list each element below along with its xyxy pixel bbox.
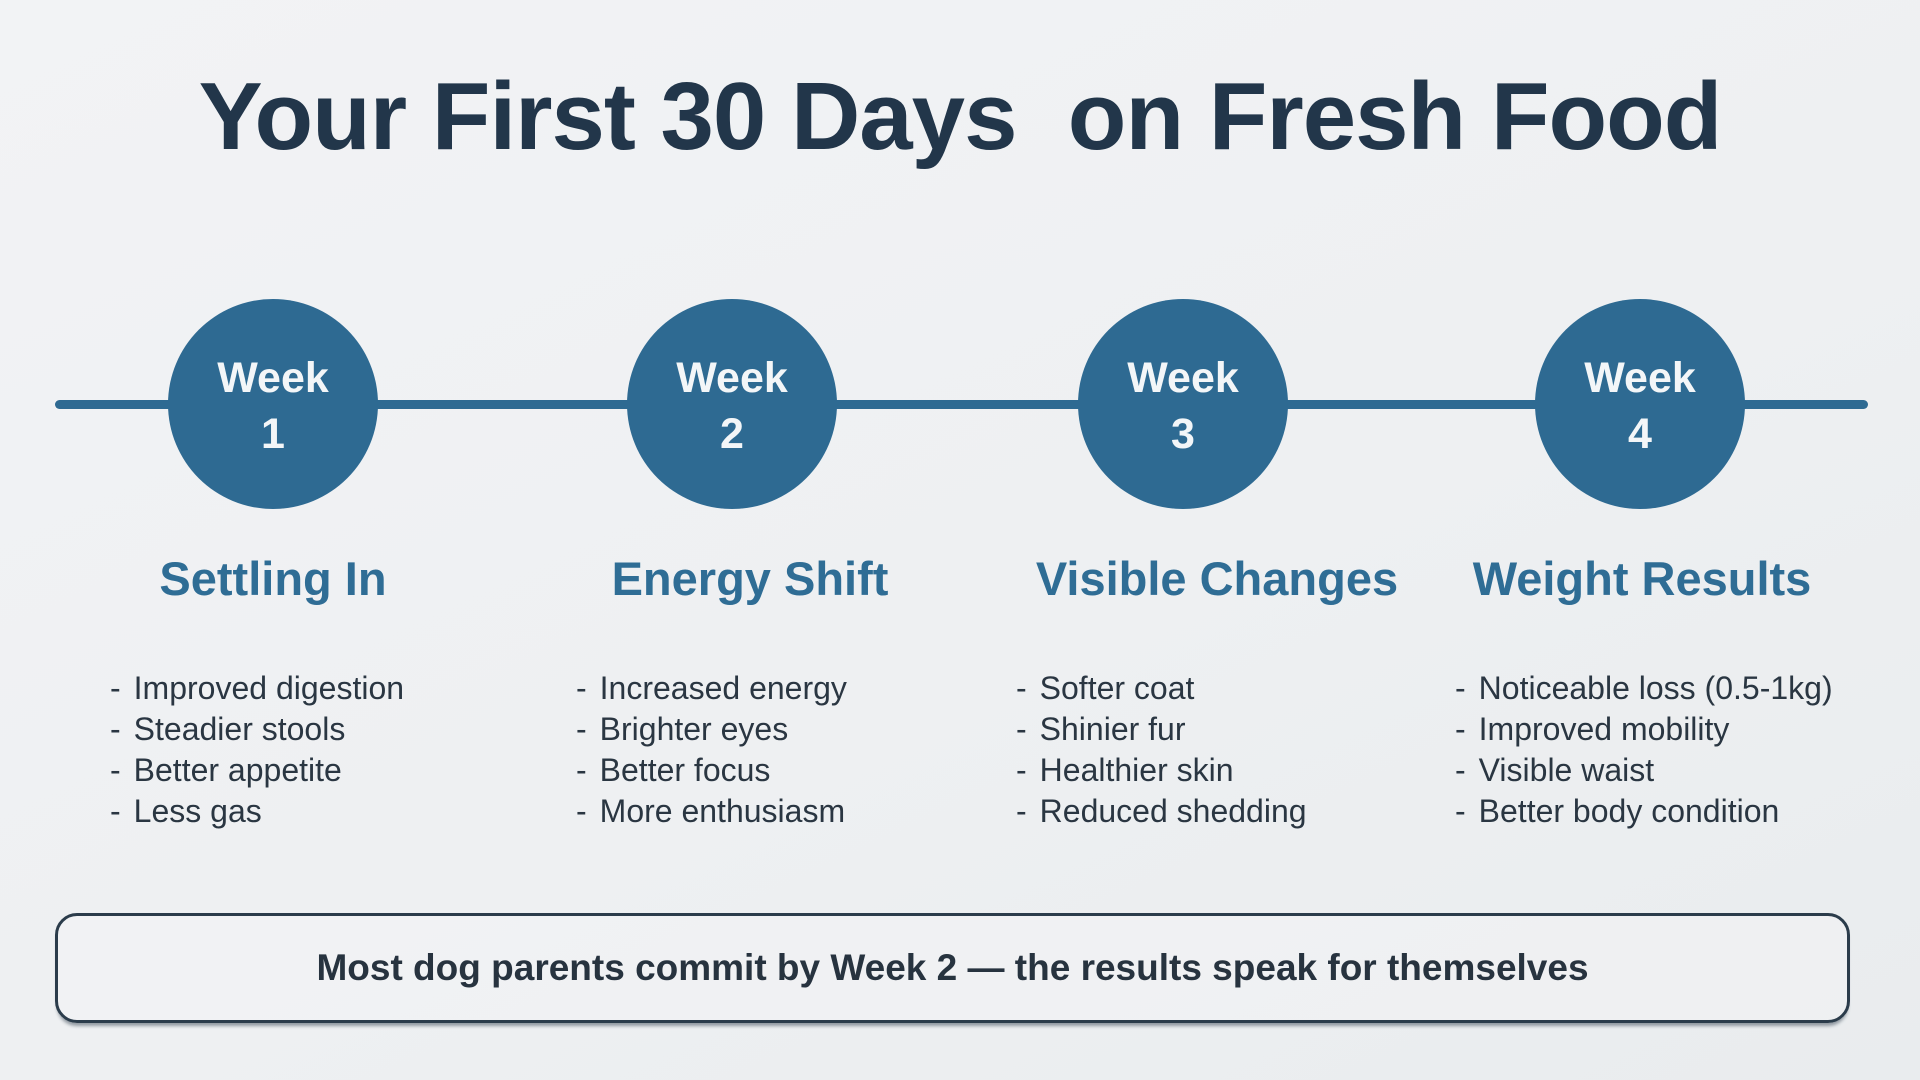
benefit-item: - Healthier skin <box>1016 750 1307 791</box>
week-3-heading: Visible Changes <box>1035 552 1399 605</box>
benefit-item: - Better focus <box>576 750 847 791</box>
timeline-line <box>55 400 1868 409</box>
bullet-dash: - <box>110 752 121 788</box>
benefit-text: Less gas <box>133 793 262 829</box>
bullet-dash: - <box>1016 752 1027 788</box>
page-title: Your First 30 Days on Fresh Food <box>198 63 1723 170</box>
bullet-dash: - <box>576 752 587 788</box>
benefit-item: - Improved digestion <box>110 668 404 709</box>
week-2-number: 2 <box>720 410 744 458</box>
benefit-item: - Reduced shedding <box>1016 791 1307 832</box>
benefit-item: - Noticeable loss (0.5-1kg) <box>1455 668 1833 709</box>
bullet-dash: - <box>110 711 121 747</box>
week-3-number: 3 <box>1171 410 1195 458</box>
benefit-item: - Brighter eyes <box>576 709 847 750</box>
benefit-item: - Better appetite <box>110 750 404 791</box>
week-1-circle: Week 1 <box>168 299 378 509</box>
bullet-dash: - <box>1455 670 1466 706</box>
benefit-text: Brighter eyes <box>599 711 789 747</box>
bullet-dash: - <box>576 793 587 829</box>
week-2-benefit-list: - Increased energy - Brighter eyes - Better… <box>576 668 847 832</box>
week-1-heading: Settling In <box>159 552 387 605</box>
week-4-label: Week <box>1584 354 1696 402</box>
benefit-text: Softer coat <box>1039 670 1195 706</box>
bullet-dash: - <box>1455 711 1466 747</box>
benefit-text: Reduced shedding <box>1039 793 1307 829</box>
footer-note-text: Most dog parents commit by Week 2 — the … <box>316 947 1589 988</box>
week-3-circle: Week 3 <box>1078 299 1288 509</box>
benefit-item: - Better body condition <box>1455 791 1833 832</box>
bullet-dash: - <box>1455 793 1466 829</box>
benefit-text: Better body condition <box>1478 793 1780 829</box>
benefit-item: - Less gas <box>110 791 404 832</box>
benefit-text: Improved digestion <box>133 670 405 706</box>
benefit-text: Noticeable loss (0.5-1kg) <box>1478 670 1833 706</box>
benefit-text: Improved mobility <box>1478 711 1730 747</box>
benefit-item: - Steadier stools <box>110 709 404 750</box>
week-4-heading: Weight Results <box>1472 552 1812 605</box>
week-3-label: Week <box>1127 354 1239 402</box>
benefit-item: - Increased energy <box>576 668 847 709</box>
week-4-benefit-list: - Noticeable loss (0.5-1kg) - Improved mob… <box>1455 668 1833 832</box>
bullet-dash: - <box>110 670 121 706</box>
benefit-item: - Softer coat <box>1016 668 1307 709</box>
bullet-dash: - <box>576 670 587 706</box>
benefit-text: Shinier fur <box>1039 711 1186 747</box>
benefit-item: - Visible waist <box>1455 750 1833 791</box>
bullet-dash: - <box>576 711 587 747</box>
benefit-text: Increased energy <box>599 670 847 706</box>
week-4-circle: Week 4 <box>1535 299 1745 509</box>
bullet-dash: - <box>110 793 121 829</box>
week-2-label: Week <box>676 354 788 402</box>
week-4-number: 4 <box>1628 410 1652 458</box>
week-2-heading: Energy Shift <box>611 552 889 605</box>
benefit-text: Visible waist <box>1478 752 1655 788</box>
benefit-text: Better focus <box>599 752 771 788</box>
benefit-item: - More enthusiasm <box>576 791 847 832</box>
week-2-circle: Week 2 <box>627 299 837 509</box>
benefit-item: - Shinier fur <box>1016 709 1307 750</box>
bullet-dash: - <box>1016 711 1027 747</box>
benefit-text: Healthier skin <box>1039 752 1234 788</box>
week-1-number: 1 <box>261 410 285 458</box>
week-1-benefit-list: - Improved digestion - Steadier stools - Be… <box>110 668 404 832</box>
benefit-item: - Improved mobility <box>1455 709 1833 750</box>
benefit-text: More enthusiasm <box>599 793 846 829</box>
bullet-dash: - <box>1016 670 1027 706</box>
benefit-text: Better appetite <box>133 752 342 788</box>
footer-note-box: Most dog parents commit by Week 2 — the … <box>55 913 1850 1023</box>
week-3-benefit-list: - Softer coat - Shinier fur - Healthier ski… <box>1016 668 1307 832</box>
bullet-dash: - <box>1016 793 1027 829</box>
week-1-label: Week <box>217 354 329 402</box>
benefit-text: Steadier stools <box>133 711 346 747</box>
bullet-dash: - <box>1455 752 1466 788</box>
